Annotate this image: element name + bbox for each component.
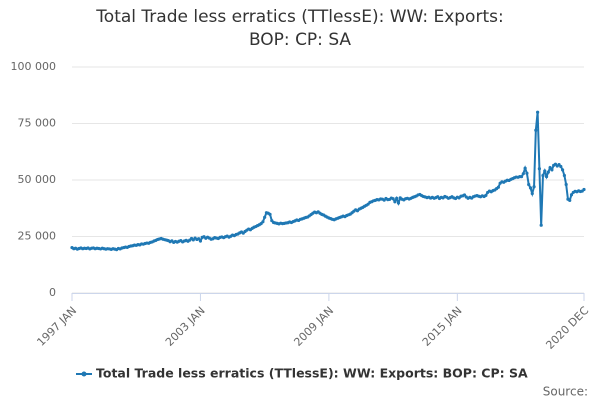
x-tick-label: 2003 JAN [163, 304, 208, 349]
point [496, 185, 500, 189]
point [523, 166, 527, 170]
point [532, 185, 536, 189]
point [391, 197, 395, 201]
chart-title: Total Trade less erratics (TTlessE): WW:… [96, 7, 504, 50]
point [562, 173, 566, 178]
point [569, 193, 574, 197]
point [519, 175, 524, 179]
point [484, 193, 488, 197]
point [198, 239, 203, 243]
x-tick-label: 1997 JAN [34, 304, 79, 349]
point [263, 215, 267, 219]
y-tick-label: 50 000 [18, 173, 57, 186]
point [548, 165, 552, 170]
x-tick-label: 2009 JAN [291, 304, 336, 349]
y-tick-label: 0 [49, 286, 56, 299]
point [268, 212, 272, 216]
point [544, 175, 549, 179]
legend-label: Total Trade less erratics (TTlessE): WW:… [96, 366, 528, 381]
point [395, 196, 399, 200]
point [560, 168, 565, 172]
point [550, 168, 554, 172]
legend-marker [81, 371, 87, 377]
point [537, 167, 542, 171]
point [521, 172, 525, 176]
x-tick-label: 2020 DEC [543, 304, 591, 352]
point [541, 173, 545, 178]
y-tick-label: 25 000 [18, 230, 57, 243]
source: Source: [543, 385, 588, 399]
point [536, 110, 540, 114]
y-tick-label: 75 000 [18, 117, 57, 130]
point [546, 170, 550, 174]
point [543, 169, 547, 173]
point [197, 237, 201, 241]
point [582, 187, 586, 192]
point [528, 186, 533, 190]
point [396, 201, 401, 205]
x-tick-label: 2015 JAN [420, 304, 465, 349]
point [564, 182, 568, 187]
point [393, 200, 397, 204]
y-tick-label: 100 000 [11, 60, 57, 73]
point [539, 223, 543, 227]
point [525, 171, 529, 175]
point [534, 128, 538, 132]
point [559, 164, 563, 169]
point [568, 198, 572, 202]
point [530, 191, 534, 196]
point [527, 182, 531, 187]
point [261, 220, 265, 224]
